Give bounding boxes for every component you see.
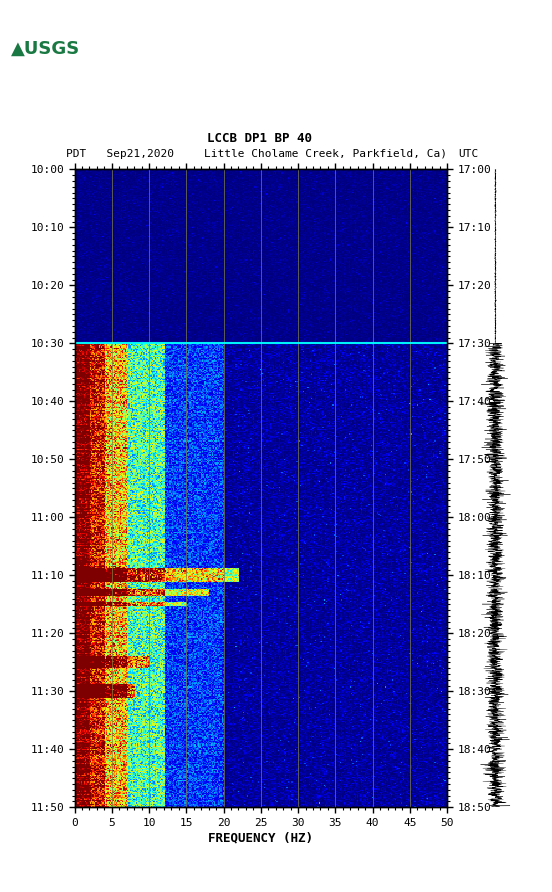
Text: LCCB DP1 BP 40: LCCB DP1 BP 40 xyxy=(207,131,312,145)
Text: PDT   Sep21,2020: PDT Sep21,2020 xyxy=(66,149,174,159)
Text: Little Cholame Creek, Parkfield, Ca): Little Cholame Creek, Parkfield, Ca) xyxy=(204,149,447,159)
Text: UTC: UTC xyxy=(458,149,479,159)
X-axis label: FREQUENCY (HZ): FREQUENCY (HZ) xyxy=(208,832,314,845)
Text: ▲USGS: ▲USGS xyxy=(11,40,80,58)
